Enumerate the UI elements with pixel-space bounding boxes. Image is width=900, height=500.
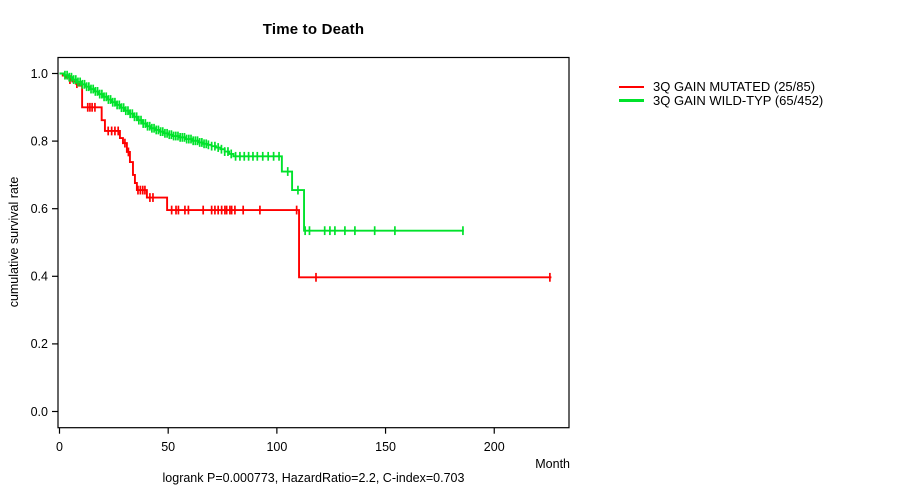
wildtype-line-swatch <box>619 99 644 102</box>
y-axis-label: cumulative survival rate <box>7 176 21 308</box>
statistics-footnote: logrank P=0.000773, HazardRatio=2.2, C-i… <box>162 471 465 485</box>
series-1-curve <box>59 70 464 236</box>
svg-text:200: 200 <box>484 440 505 454</box>
mutated-line-swatch <box>619 85 644 89</box>
legend-label-mutated: 3Q GAIN MUTATED (25/85) <box>653 79 816 95</box>
legend: 3Q GAIN MUTATED (25/85) 3Q GAIN WILD-TYP… <box>619 79 824 109</box>
svg-text:0.8: 0.8 <box>31 134 48 148</box>
svg-text:0.4: 0.4 <box>31 270 48 284</box>
svg-text:0.2: 0.2 <box>31 337 48 351</box>
axes <box>57 56 570 429</box>
svg-text:0.6: 0.6 <box>31 202 48 216</box>
svg-text:1.0: 1.0 <box>31 67 48 81</box>
svg-text:0: 0 <box>56 440 63 454</box>
x-axis-ticks: 0 50 100 150 200 <box>56 427 505 454</box>
y-axis-ticks: 1.0 0.8 0.6 0.4 0.2 0.0 <box>31 67 58 419</box>
legend-label-wildtype: 3Q GAIN WILD-TYP (65/452) <box>653 93 824 109</box>
legend-item-wildtype: 3Q GAIN WILD-TYP (65/452) <box>619 93 824 109</box>
svg-text:50: 50 <box>161 440 175 454</box>
series-0-curve <box>59 72 552 282</box>
svg-text:150: 150 <box>375 440 396 454</box>
svg-text:100: 100 <box>266 440 287 454</box>
svg-text:0.0: 0.0 <box>31 405 48 419</box>
x-axis-label: Month <box>535 457 570 471</box>
chart-title: Time to Death <box>262 21 365 38</box>
legend-item-mutated: 3Q GAIN MUTATED (25/85) <box>619 79 823 95</box>
